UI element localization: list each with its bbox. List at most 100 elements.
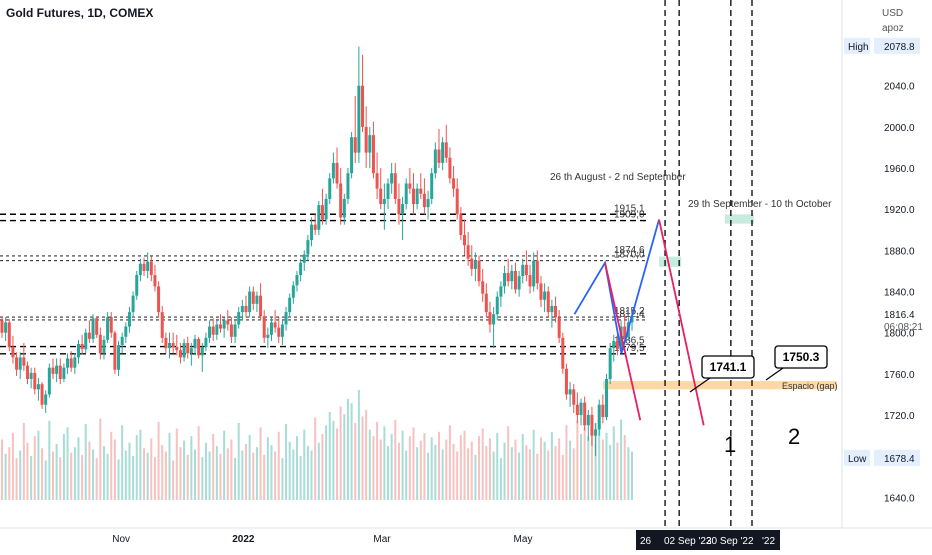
volume-bar — [427, 452, 430, 500]
candle-body — [182, 342, 186, 358]
candle-body — [153, 275, 157, 287]
candle-body — [255, 295, 259, 304]
y-tick-label: 1880.0 — [884, 246, 915, 257]
volume-bar — [620, 419, 623, 500]
y-tick-label: 1640.0 — [884, 493, 915, 504]
volume-bar — [19, 450, 22, 500]
volume-bar — [197, 426, 200, 500]
volume-bar — [15, 458, 18, 500]
candle-body — [204, 337, 208, 348]
volume-bar — [631, 451, 633, 500]
volume-bar — [609, 445, 612, 500]
level-label: 1779,5 — [614, 343, 645, 354]
currency-label: USD — [882, 8, 904, 19]
candle-body — [488, 312, 492, 325]
volume-bar — [346, 398, 349, 500]
candle-body — [51, 367, 55, 374]
candle-body — [382, 198, 386, 205]
volume-bar — [183, 440, 186, 500]
volume-bar — [4, 453, 7, 500]
candle-body — [251, 291, 255, 304]
volume-bar — [401, 430, 404, 500]
volume-bar — [350, 403, 353, 500]
volume-bar — [186, 454, 189, 500]
candle-body — [590, 415, 594, 436]
candle-body — [557, 317, 561, 338]
candle-body — [208, 326, 212, 338]
candle-body — [386, 183, 390, 199]
candle-body — [44, 394, 48, 405]
candle-body — [430, 173, 434, 199]
y-tick-label: 1960.0 — [884, 164, 915, 175]
candle-body — [597, 404, 601, 430]
candle-body — [80, 344, 84, 350]
volume-bar — [172, 460, 175, 500]
volume-bar — [412, 427, 415, 500]
volume-bar — [51, 451, 54, 500]
candle-body — [342, 198, 346, 218]
volume-bar — [590, 414, 593, 500]
volume-bar — [550, 431, 553, 500]
candle-body — [357, 85, 361, 153]
volume-bar — [343, 414, 346, 500]
candle-body — [484, 293, 488, 313]
badge-high-value-bg — [874, 37, 920, 54]
volume-bar — [488, 438, 491, 500]
level-label: 1915,1 — [614, 203, 645, 214]
x-tick-label: Nov — [112, 534, 130, 545]
volume-bar — [539, 437, 542, 500]
candle-body — [433, 149, 437, 174]
y-tick-label: 1920.0 — [884, 205, 915, 216]
volume-bar — [26, 442, 29, 500]
candle-body — [390, 173, 394, 184]
wave-label-2: 2 — [788, 424, 800, 449]
candle-body — [594, 429, 598, 436]
candle-body — [124, 326, 128, 337]
candle-body — [524, 264, 528, 276]
candle-body — [550, 305, 554, 313]
volume-bar — [30, 456, 33, 500]
candle-body — [66, 358, 70, 368]
volume-bar — [270, 445, 273, 500]
badge-low-value: 1678.4 — [884, 454, 915, 465]
candle-body — [575, 404, 579, 416]
badge-low-value-bg — [874, 449, 920, 466]
candle-body — [288, 297, 292, 313]
projection-blue-path — [573, 219, 660, 354]
gap-label: Espacio (gap) — [782, 381, 838, 391]
volume-bar — [146, 452, 149, 500]
y-tick-label: 1840.0 — [884, 288, 915, 299]
candle-body — [248, 291, 252, 313]
volume-bar — [92, 449, 95, 500]
candle-body — [299, 262, 303, 276]
volume-bar — [41, 448, 44, 500]
volume-bar — [492, 451, 495, 500]
candle-body — [561, 337, 565, 369]
volume-bar — [259, 427, 262, 500]
candle-body — [473, 260, 477, 269]
candle-body — [495, 296, 499, 315]
candle-body — [459, 214, 463, 235]
candle-body — [503, 273, 507, 287]
candle-body — [350, 137, 354, 174]
candle-body — [266, 334, 270, 338]
volume-bar — [194, 449, 197, 500]
badge-low-label: Low — [848, 454, 867, 465]
candle-body — [291, 285, 295, 298]
candle-body — [262, 316, 266, 338]
volume-bar — [81, 454, 84, 500]
callout-1741-pointer — [689, 377, 711, 393]
volume-bar — [306, 446, 309, 500]
x-tick-label: 2022 — [232, 534, 255, 545]
candle-body — [87, 332, 91, 339]
volume-bar — [532, 429, 535, 500]
volume-bar — [408, 436, 411, 500]
badge-high-label: High — [848, 42, 869, 53]
candle-body — [164, 337, 168, 349]
callout-1750-box — [774, 345, 828, 369]
candle-body — [444, 142, 448, 158]
badge-low-tag — [844, 449, 870, 466]
volume-bar — [601, 439, 604, 500]
candle-body — [375, 173, 379, 189]
